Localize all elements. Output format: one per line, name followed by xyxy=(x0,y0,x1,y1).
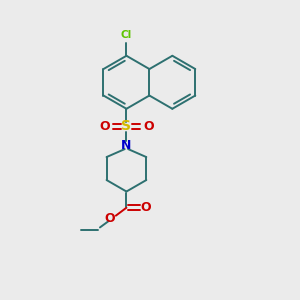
Text: N: N xyxy=(121,139,132,152)
Text: O: O xyxy=(99,120,110,133)
Text: S: S xyxy=(122,119,131,134)
Text: O: O xyxy=(141,201,151,214)
Text: Cl: Cl xyxy=(121,31,132,40)
Text: O: O xyxy=(105,212,115,224)
Text: O: O xyxy=(143,120,154,133)
